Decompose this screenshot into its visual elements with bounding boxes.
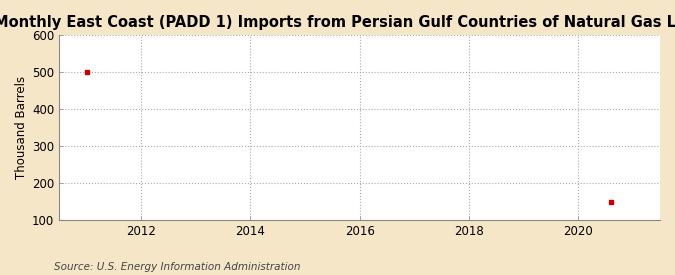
Text: Source: U.S. Energy Information Administration: Source: U.S. Energy Information Administ… [54, 262, 300, 272]
Y-axis label: Thousand Barrels: Thousand Barrels [15, 76, 28, 179]
Title: Monthly East Coast (PADD 1) Imports from Persian Gulf Countries of Natural Gas L: Monthly East Coast (PADD 1) Imports from… [0, 15, 675, 30]
